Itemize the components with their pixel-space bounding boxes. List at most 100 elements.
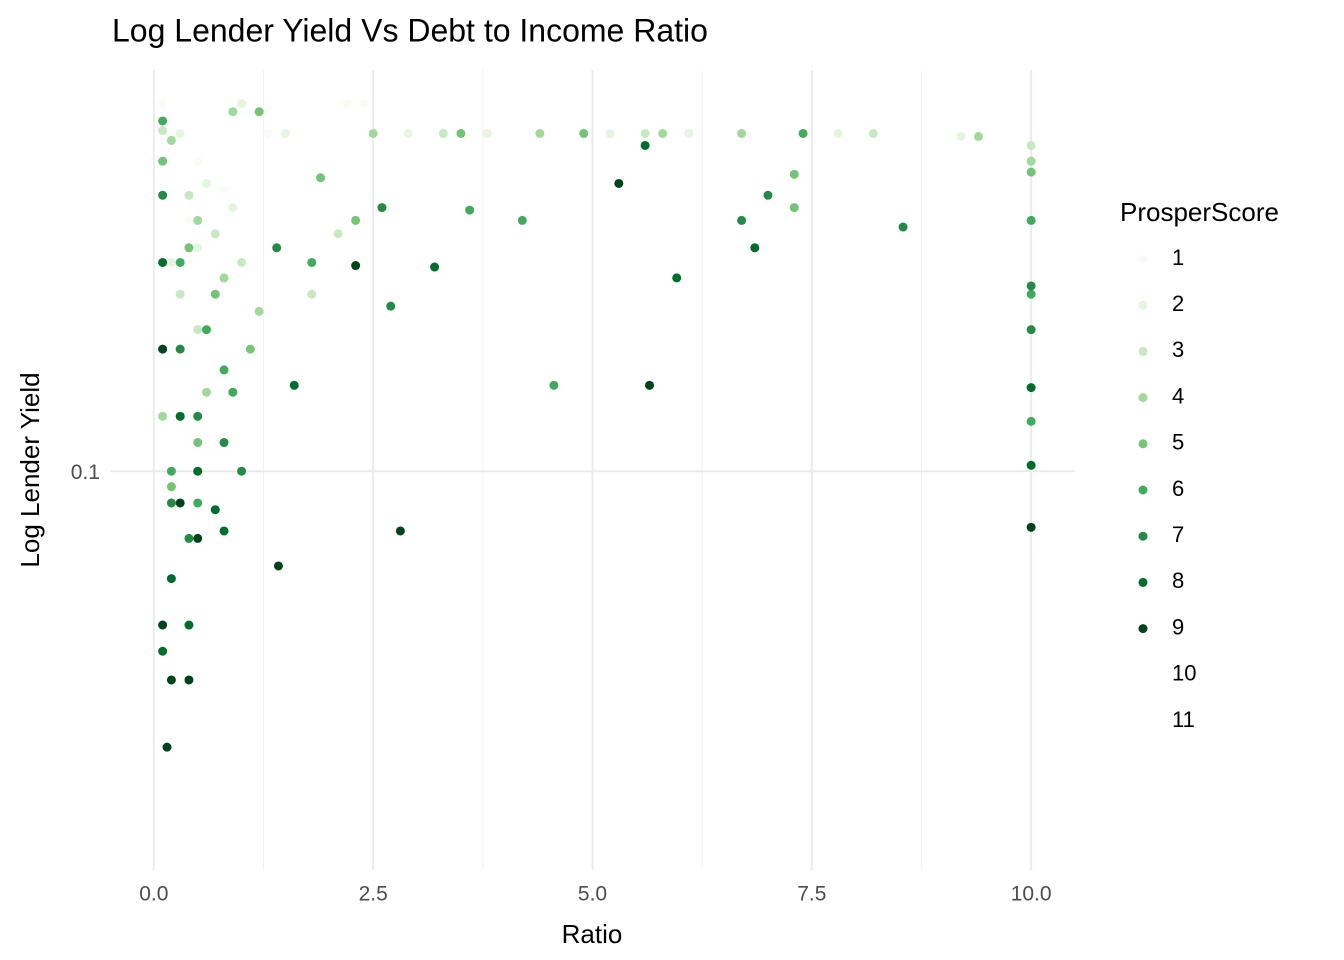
- point: [175, 344, 185, 354]
- point: [658, 128, 668, 138]
- point: [228, 203, 238, 213]
- point: [1026, 215, 1036, 225]
- point: [237, 257, 247, 267]
- point: [1026, 416, 1036, 426]
- legend-key: [1138, 439, 1148, 449]
- legend-label: 6: [1172, 476, 1184, 501]
- point: [193, 215, 203, 225]
- point: [166, 498, 176, 508]
- point: [789, 169, 799, 179]
- point: [166, 257, 176, 267]
- point: [263, 128, 273, 138]
- point: [184, 190, 194, 200]
- point: [535, 128, 545, 138]
- legend-key: [1138, 531, 1148, 541]
- x-tick-label: 2.5: [359, 883, 388, 906]
- point: [219, 438, 229, 448]
- point: [219, 273, 229, 283]
- point: [430, 262, 440, 272]
- point: [763, 190, 773, 200]
- point: [193, 243, 203, 253]
- point: [219, 365, 229, 375]
- point: [377, 203, 387, 213]
- legend-key: [1138, 624, 1148, 634]
- point: [184, 533, 194, 543]
- y-axis-title: Log Lender Yield: [15, 372, 45, 567]
- point: [640, 128, 650, 138]
- point: [202, 325, 211, 335]
- legend-label: 10: [1172, 661, 1196, 686]
- point: [1026, 383, 1036, 393]
- point: [549, 380, 559, 390]
- legend-label: 1: [1172, 245, 1184, 270]
- point: [228, 387, 238, 397]
- legend-key: [1138, 254, 1148, 264]
- chart-title: Log Lender Yield Vs Debt to Income Ratio: [112, 12, 708, 48]
- point: [333, 229, 343, 239]
- point: [833, 128, 843, 138]
- point: [193, 533, 203, 543]
- point: [228, 107, 238, 117]
- point: [273, 561, 283, 571]
- point: [750, 243, 760, 253]
- point: [798, 128, 808, 138]
- x-tick-label: 7.5: [797, 883, 826, 906]
- legend-key: [1138, 300, 1148, 310]
- point: [579, 128, 589, 138]
- point: [482, 128, 492, 138]
- legend-key: [1138, 485, 1148, 495]
- point: [193, 325, 203, 335]
- point: [403, 128, 413, 138]
- point: [158, 116, 168, 126]
- legend-label: 2: [1172, 291, 1184, 316]
- legend-key: [1138, 346, 1148, 356]
- point: [158, 646, 168, 656]
- point: [1026, 167, 1036, 177]
- point: [272, 243, 282, 253]
- point: [1026, 289, 1036, 299]
- legend-key: [1138, 393, 1148, 403]
- point: [193, 498, 203, 508]
- point: [166, 675, 176, 685]
- point: [351, 215, 361, 225]
- legend-label: 11: [1172, 707, 1195, 732]
- point: [605, 128, 615, 138]
- point: [175, 289, 185, 299]
- point: [1026, 325, 1036, 335]
- point: [210, 505, 220, 515]
- x-axis-title: Ratio: [562, 919, 623, 949]
- point: [254, 306, 264, 316]
- point: [184, 215, 194, 225]
- point: [465, 205, 475, 215]
- legend-label: 8: [1172, 568, 1184, 593]
- point: [158, 126, 168, 136]
- point: [219, 526, 229, 536]
- x-tick-label: 10.0: [1011, 883, 1052, 906]
- point: [166, 135, 176, 145]
- point: [316, 173, 326, 183]
- point: [368, 128, 378, 138]
- point: [517, 215, 527, 225]
- point: [166, 128, 176, 138]
- point: [158, 156, 168, 166]
- point: [1026, 140, 1036, 150]
- point: [737, 128, 747, 138]
- legend-label: 5: [1172, 430, 1184, 455]
- point: [1026, 281, 1036, 291]
- point: [974, 131, 983, 141]
- legend-label: 4: [1172, 383, 1184, 408]
- point: [1026, 460, 1036, 470]
- point: [386, 301, 396, 311]
- point: [640, 140, 650, 150]
- point: [684, 128, 694, 138]
- legend-title: ProsperScore: [1120, 197, 1279, 227]
- point: [307, 289, 317, 299]
- point: [202, 387, 211, 397]
- point: [193, 156, 203, 166]
- point: [868, 128, 878, 138]
- point: [158, 257, 168, 267]
- point: [280, 128, 290, 138]
- point: [737, 215, 747, 225]
- point: [1026, 156, 1036, 166]
